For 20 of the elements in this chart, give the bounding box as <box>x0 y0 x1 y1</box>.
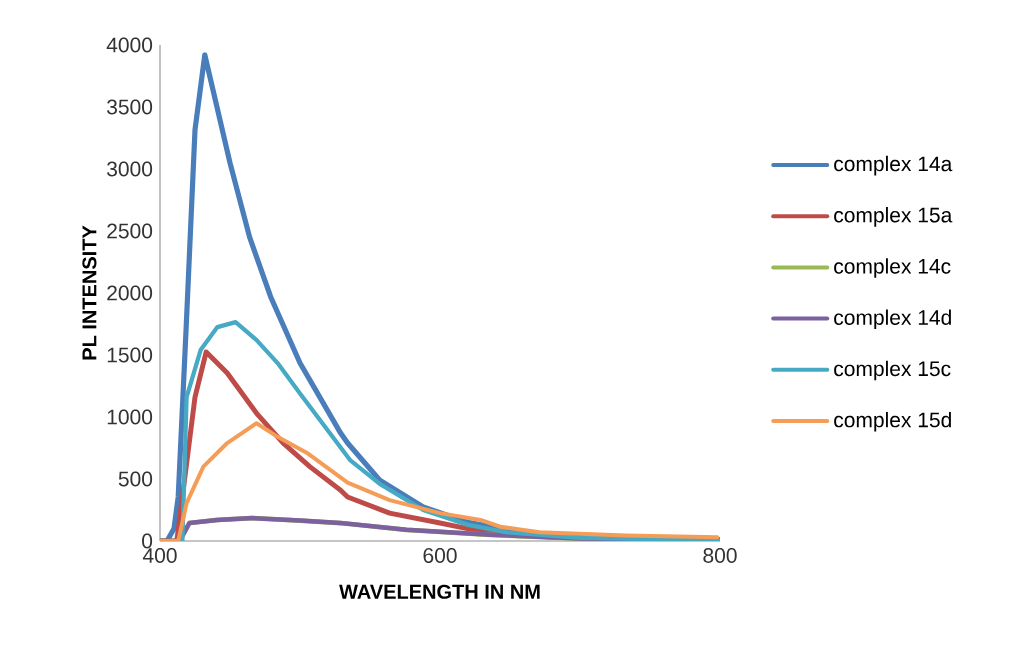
legend-label: complex 15c <box>834 360 951 381</box>
legend-label: complex 15a <box>834 207 953 227</box>
y-tick-label: 1000 <box>107 409 153 425</box>
legend-label: complex 14c <box>834 258 951 278</box>
legend-label: complex 15d <box>834 411 951 432</box>
y-tick-label: 0 <box>142 533 153 549</box>
x-tick-label: 800 <box>703 548 737 563</box>
y-tick-label: 3500 <box>107 99 153 115</box>
x-axis-title: WAVELENGTH IN NM <box>339 584 540 599</box>
legend-label: complex 14d <box>834 309 951 330</box>
y-tick-label: 500 <box>118 471 153 487</box>
y-tick-label: 3000 <box>107 161 153 177</box>
y-tick-label: 2500 <box>107 223 153 239</box>
y-tick-label: 4000 <box>106 37 153 53</box>
x-tick-label: 600 <box>423 548 457 563</box>
legend-label: complex 14a <box>834 155 953 176</box>
y-tick-label: 2000 <box>107 285 153 301</box>
y-tick-label: 1500 <box>107 347 153 363</box>
y-axis-title: PL INTENSITY <box>82 225 97 360</box>
x-tick-label: 400 <box>142 548 177 563</box>
